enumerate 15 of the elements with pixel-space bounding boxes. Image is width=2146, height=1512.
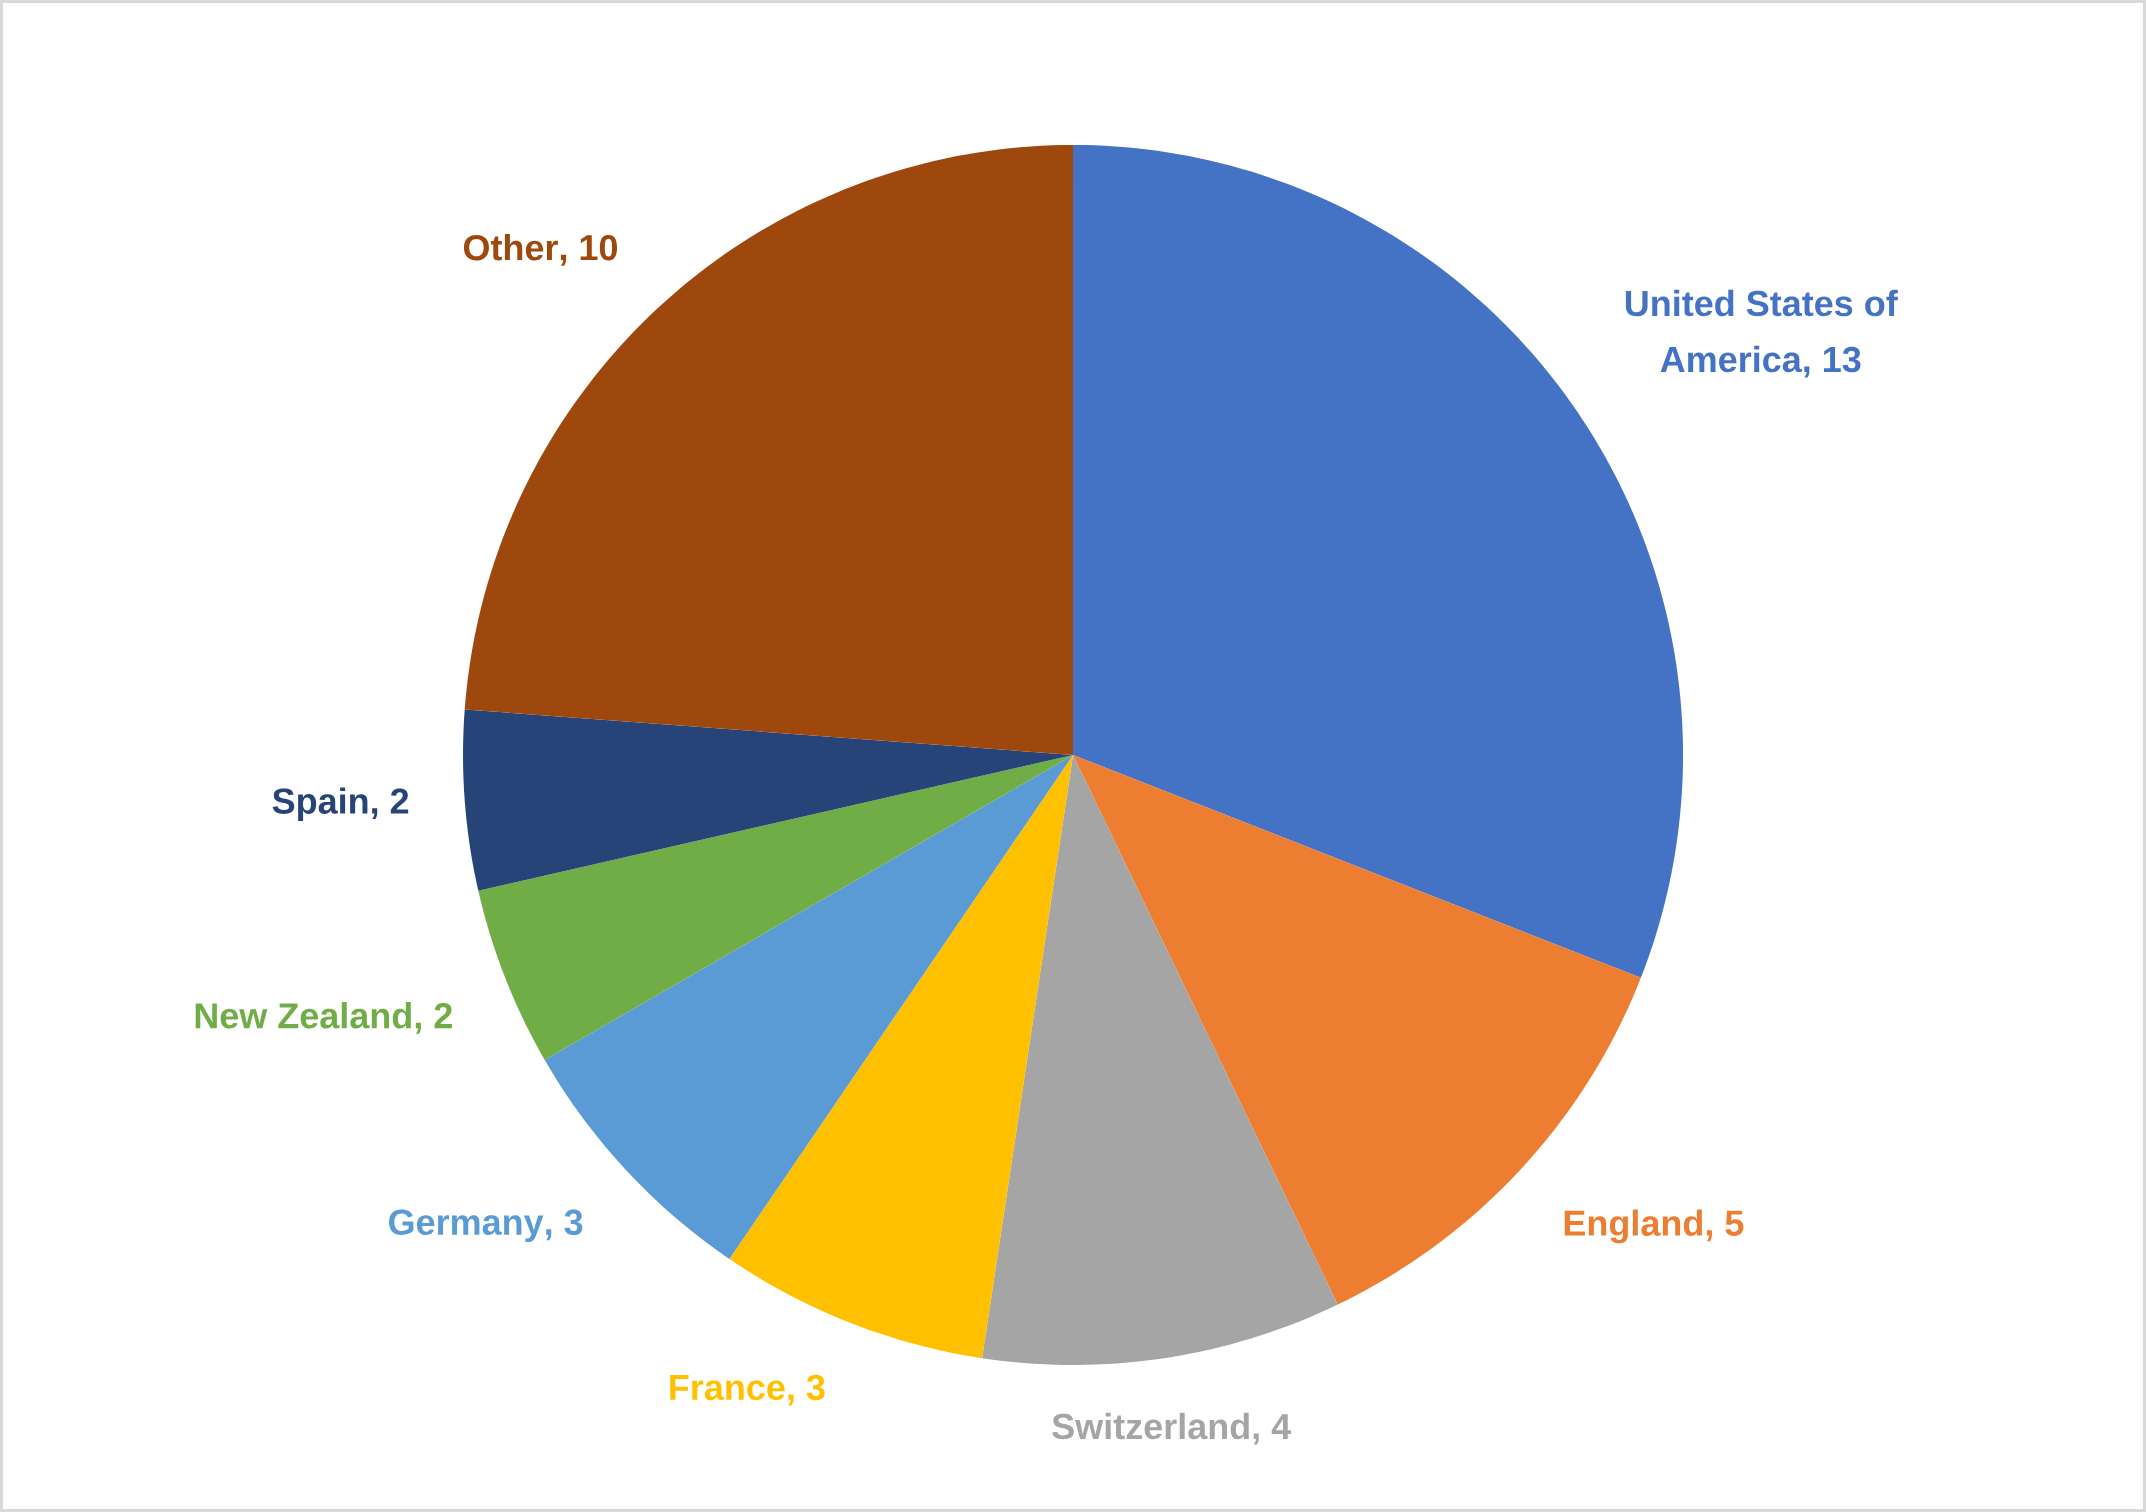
data-label: , 13 xyxy=(1804,346,1861,378)
data-label: , 10 xyxy=(560,234,617,266)
data-label: , 3 xyxy=(546,1209,583,1241)
data-label: , 3 xyxy=(788,1374,825,1406)
data-label: , 5 xyxy=(1706,1210,1744,1242)
slice-label: England xyxy=(1564,1209,1703,1244)
slice-label: Germany xyxy=(389,1209,544,1243)
slice-label: Other xyxy=(463,233,558,261)
data-label: , 2 xyxy=(415,1003,452,1034)
slice-label: France xyxy=(670,1375,785,1401)
slice-label: Switzerland xyxy=(1052,1412,1249,1440)
data-label: , 2 xyxy=(372,788,409,820)
data-label: , 4 xyxy=(1253,1414,1292,1445)
slice-label: Spain xyxy=(272,787,368,821)
slice-label: New Zealand xyxy=(195,1002,411,1029)
